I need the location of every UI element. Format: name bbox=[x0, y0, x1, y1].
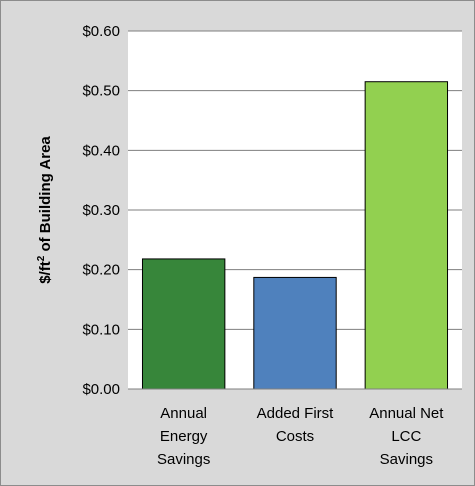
y-axis-title-part-2: of Building Area bbox=[37, 136, 54, 256]
x-category-label: Annual Energy Savings bbox=[157, 405, 210, 468]
x-category-label: Added First Costs bbox=[257, 405, 335, 445]
x-category-label-line: Energy bbox=[160, 428, 208, 445]
y-axis-title-part-1: $/ft bbox=[37, 261, 54, 284]
y-tick-label: $0.30 bbox=[82, 202, 120, 219]
y-axis-title-superscript: 2 bbox=[36, 255, 47, 261]
bars bbox=[141, 81, 449, 390]
x-category-label: Annual Net LCC Savings bbox=[369, 405, 444, 468]
x-category-label-line: Annual bbox=[160, 405, 207, 422]
y-tick-label: $0.00 bbox=[82, 381, 120, 398]
x-category-label-line: LCC bbox=[391, 428, 421, 445]
y-tick-label: $0.50 bbox=[82, 83, 120, 100]
y-tick-label: $0.60 bbox=[82, 23, 120, 40]
x-category-label-line: Savings bbox=[380, 451, 433, 468]
y-tick-labels: $0.00 $0.10 $0.20 $0.30 $0.40 $0.50 $0.60 bbox=[82, 23, 120, 398]
y-tick-label: $0.10 bbox=[82, 321, 120, 338]
y-tick-label: $0.20 bbox=[82, 262, 120, 279]
bar bbox=[253, 276, 337, 390]
bar bbox=[364, 81, 449, 390]
x-category-labels: Annual Energy Savings Added First Costs Annua… bbox=[157, 405, 444, 468]
y-axis-title: $/ft2 of Building Area bbox=[36, 136, 54, 284]
x-category-label-line: Savings bbox=[157, 451, 210, 468]
x-category-label-line: Annual Net bbox=[369, 405, 444, 422]
bar bbox=[141, 258, 226, 390]
x-category-label-line: Added First bbox=[257, 405, 335, 422]
x-category-label-line: Costs bbox=[276, 428, 314, 445]
y-tick-label: $0.40 bbox=[82, 142, 120, 159]
